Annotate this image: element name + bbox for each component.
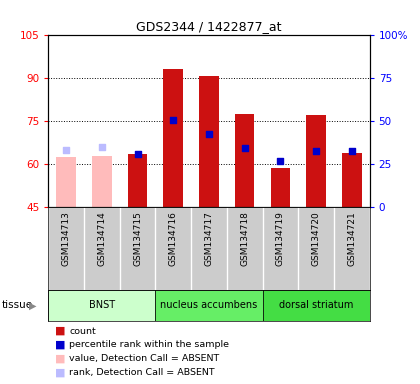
- Bar: [56, 157, 76, 207]
- Text: GSM134721: GSM134721: [347, 212, 356, 266]
- Bar: [155, 290, 262, 321]
- Text: ▶: ▶: [29, 300, 36, 310]
- Bar: [306, 115, 326, 207]
- Point: [277, 158, 284, 164]
- Text: GSM134714: GSM134714: [97, 212, 106, 266]
- Text: ■: ■: [55, 354, 65, 364]
- Text: GSM134713: GSM134713: [62, 212, 71, 266]
- Point: [98, 144, 105, 150]
- Text: ■: ■: [55, 340, 65, 350]
- Point: [206, 131, 212, 137]
- Text: GSM134720: GSM134720: [312, 212, 320, 266]
- Point: [63, 147, 70, 153]
- Title: GDS2344 / 1422877_at: GDS2344 / 1422877_at: [136, 20, 282, 33]
- Point: [170, 116, 177, 122]
- Text: BNST: BNST: [89, 300, 115, 310]
- Text: nucleus accumbens: nucleus accumbens: [160, 300, 257, 310]
- Text: value, Detection Call = ABSENT: value, Detection Call = ABSENT: [69, 354, 220, 363]
- Bar: [262, 290, 370, 321]
- Bar: [128, 154, 147, 207]
- Point: [312, 148, 319, 154]
- Text: tissue: tissue: [2, 300, 33, 310]
- Bar: [92, 156, 112, 207]
- Bar: [163, 69, 183, 207]
- Text: ■: ■: [55, 367, 65, 377]
- Text: count: count: [69, 326, 96, 336]
- Text: dorsal striatum: dorsal striatum: [279, 300, 353, 310]
- Text: rank, Detection Call = ABSENT: rank, Detection Call = ABSENT: [69, 368, 215, 377]
- Bar: [270, 169, 290, 207]
- Point: [349, 148, 355, 154]
- Bar: [342, 153, 362, 207]
- Bar: [48, 290, 155, 321]
- Text: GSM134718: GSM134718: [240, 212, 249, 266]
- Text: GSM134717: GSM134717: [205, 212, 213, 266]
- Point: [241, 145, 248, 151]
- Bar: [235, 114, 255, 207]
- Point: [134, 151, 141, 157]
- Text: ■: ■: [55, 326, 65, 336]
- Text: GSM134716: GSM134716: [169, 212, 178, 266]
- Text: GSM134719: GSM134719: [276, 212, 285, 266]
- Text: percentile rank within the sample: percentile rank within the sample: [69, 340, 229, 349]
- Text: GSM134715: GSM134715: [133, 212, 142, 266]
- Bar: [199, 76, 219, 207]
